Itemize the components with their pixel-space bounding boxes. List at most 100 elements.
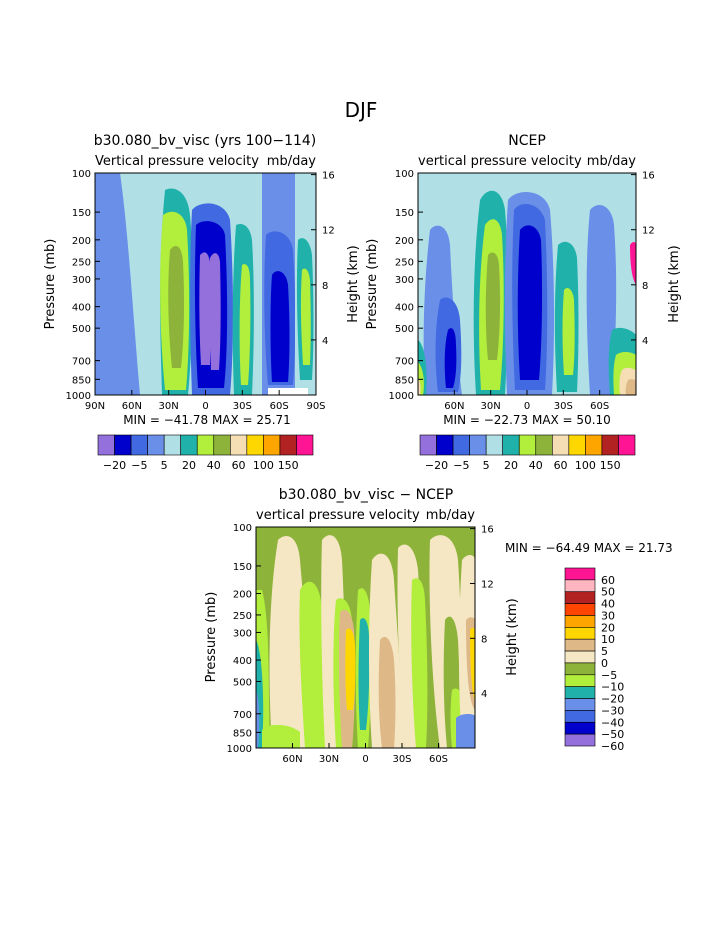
contour-band — [199, 252, 211, 365]
panel-diff-contours — [256, 527, 475, 748]
latitude-tick-label: 30S — [233, 401, 252, 412]
colorbar-label: 40 — [207, 459, 221, 472]
contour-band — [411, 578, 428, 748]
height-tick-label: 8 — [322, 281, 328, 292]
colorbar-swatch — [114, 434, 132, 456]
latitude-tick-label: 60S — [270, 401, 289, 412]
latitude-tick-label: 60S — [429, 754, 448, 765]
missing-data-mask — [268, 388, 308, 395]
colorbar-swatch — [196, 434, 215, 456]
colorbar-swatch — [535, 434, 553, 456]
colorbar-label: −20 — [601, 693, 624, 706]
colorbar-swatch — [469, 434, 487, 456]
pressure-tick-label: 1000 — [66, 391, 91, 402]
colorbar-swatch — [618, 434, 636, 456]
latitude-tick-label: 30S — [554, 401, 573, 412]
colorbar-swatch — [97, 434, 115, 456]
pressure-tick-label: 1000 — [227, 744, 252, 755]
pressure-tick-label: 100 — [72, 169, 91, 180]
contour-band — [562, 288, 575, 375]
latitude-tick-label: 0 — [362, 754, 368, 765]
latitude-tick-label: 30S — [392, 754, 411, 765]
pressure-tick-label: 1000 — [389, 391, 414, 402]
pressure-tick-label: 400 — [72, 303, 91, 314]
colorbar-label: −50 — [601, 728, 624, 741]
colorbar-swatch — [564, 603, 596, 616]
colorbar-swatch — [279, 434, 297, 456]
colorbar-label: −40 — [601, 716, 624, 729]
contour-band — [299, 581, 327, 748]
height-tick-label: 16 — [481, 525, 494, 536]
colorbar-label: 60 — [554, 459, 568, 472]
pressure-tick-label: 150 — [395, 208, 414, 219]
colorbar-label: −20 — [425, 459, 448, 472]
colorbar-label: 60 — [232, 459, 246, 472]
pressure-tick-label: 400 — [233, 656, 252, 667]
panel-diff-minmax: MIN = −64.49 MAX = 21.73 — [505, 541, 673, 555]
colorbar-label: 150 — [600, 459, 621, 472]
height-tick-label: 4 — [481, 689, 487, 700]
colorbar-label: 5 — [161, 459, 168, 472]
panel-model-title: b30.080_bv_visc (yrs 100−114) — [94, 133, 317, 149]
colorbar-swatch — [564, 662, 596, 676]
panel-obs-yticks: 100 150 200 250 300 400 500 700 850 1000 — [389, 169, 423, 402]
panel-obs-ylabel-right: Height (km) — [667, 245, 682, 322]
panel-model-ylabel: Pressure (mb) — [43, 239, 58, 330]
colorbar-label: 60 — [601, 574, 615, 587]
colorbar-swatch — [263, 434, 281, 456]
panel-model-yticks: 100 150 200 250 300 400 500 700 850 1000 — [66, 169, 100, 402]
contour-band — [444, 328, 457, 388]
colorbar-swatch — [213, 434, 231, 456]
pressure-tick-label: 500 — [72, 324, 91, 335]
pressure-tick-label: 700 — [233, 710, 252, 721]
colorbar-label: 40 — [529, 459, 543, 472]
colorbar-swatch — [180, 434, 198, 456]
contour-band — [300, 268, 311, 365]
height-tick-label: 12 — [642, 226, 655, 237]
height-tick-label: 16 — [322, 171, 335, 182]
pressure-tick-label: 300 — [233, 628, 252, 639]
contour-band — [270, 271, 290, 382]
colorbar-swatch — [436, 434, 454, 456]
panel-model-subtitle-right: mb/day — [267, 154, 317, 169]
panel-diff: b30.080_bv_visc − NCEP vertical pressure… — [204, 487, 673, 765]
panel-obs-subtitle-left: vertical pressure velocity — [418, 154, 582, 169]
colorbar-swatch — [568, 434, 586, 456]
contour-band — [378, 636, 396, 748]
panel-model-hticks: 16 12 8 4 — [311, 171, 335, 347]
pressure-tick-label: 250 — [233, 611, 252, 622]
pressure-tick-label: 500 — [233, 677, 252, 688]
colorbar-label: 5 — [483, 459, 490, 472]
latitude-tick-label: 60S — [590, 401, 609, 412]
pressure-tick-label: 100 — [233, 523, 252, 534]
contour-band — [120, 173, 158, 395]
colorbar-label: 20 — [182, 459, 196, 472]
colorbar-swatch — [296, 434, 314, 456]
panel-diff-xticks: 60N 30N 0 30S 60S — [282, 743, 448, 765]
pressure-tick-label: 250 — [72, 257, 91, 268]
panel-obs: NCEP vertical pressure velocity mb/day — [365, 133, 682, 472]
pressure-tick-label: 150 — [72, 208, 91, 219]
colorbar-swatch — [147, 434, 165, 456]
contour-band — [239, 264, 251, 385]
height-tick-label: 8 — [642, 281, 648, 292]
colorbar-swatch — [163, 434, 181, 456]
latitude-tick-label: 90S — [306, 401, 325, 412]
panel-obs-contours — [418, 173, 636, 395]
colorbar-label: 40 — [601, 598, 615, 611]
panel-obs-subtitle-right: mb/day — [587, 154, 637, 169]
contour-band — [168, 246, 185, 368]
colorbar-swatch — [564, 615, 596, 628]
page-title: DJF — [345, 98, 378, 122]
panel-model-contours — [95, 173, 316, 395]
latitude-tick-label: 90N — [85, 401, 105, 412]
height-tick-label: 12 — [322, 226, 335, 237]
contour-band — [418, 378, 421, 395]
panel-diff-hticks: 16 12 8 4 — [470, 525, 494, 700]
colorbar-swatch — [564, 710, 596, 723]
colorbar-swatch — [518, 434, 537, 456]
colorbar-label: −60 — [601, 740, 624, 753]
pressure-tick-label: 100 — [395, 169, 414, 180]
colorbar-swatch — [452, 434, 470, 456]
